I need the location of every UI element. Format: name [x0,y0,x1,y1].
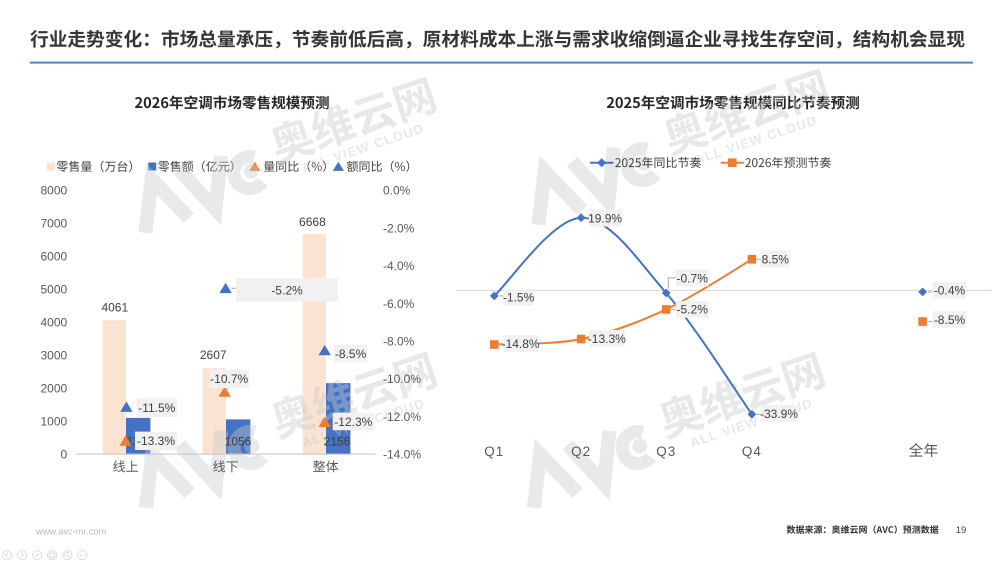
svg-text:-14.0%: -14.0% [383,448,421,462]
svg-text:-8.0%: -8.0% [383,335,415,349]
svg-text:4000: 4000 [40,316,67,330]
svg-text:6668: 6668 [299,215,326,229]
svg-text:-8.5%: -8.5% [335,347,367,361]
svg-text:0: 0 [61,448,68,462]
svg-text:19.9%: 19.9% [588,212,622,226]
svg-text:-8.5%: -8.5% [934,313,966,327]
svg-text:1000: 1000 [40,415,67,429]
svg-text:-14.8%: -14.8% [502,337,540,351]
svg-text:-10.7%: -10.7% [210,372,248,386]
svg-text:-0.7%: -0.7% [677,271,709,285]
svg-text:-5.2%: -5.2% [271,283,303,297]
svg-text:8.5%: 8.5% [762,252,790,266]
svg-text:-5.2%: -5.2% [677,303,709,317]
svg-text:7000: 7000 [40,217,67,231]
svg-text:2000: 2000 [40,382,67,396]
svg-text:6000: 6000 [40,250,67,264]
svg-text:-1.5%: -1.5% [503,291,535,305]
svg-text:5000: 5000 [40,283,67,297]
svg-text:8000: 8000 [40,184,67,198]
svg-text:1056: 1056 [225,434,252,448]
svg-text:-13.3%: -13.3% [588,332,626,346]
svg-text:Q2: Q2 [571,444,591,459]
svg-text:-11.5%: -11.5% [138,401,175,415]
svg-text:-0.4%: -0.4% [934,284,966,298]
svg-text:-4.0%: -4.0% [383,259,415,273]
svg-text:-33.9%: -33.9% [760,407,798,421]
svg-text:Q1: Q1 [484,444,504,459]
svg-text:-12.3%: -12.3% [334,415,372,429]
svg-text:-12.0%: -12.0% [383,410,421,424]
svg-text:4061: 4061 [101,300,128,314]
svg-text:2156: 2156 [324,434,351,448]
svg-text:-10.0%: -10.0% [383,372,421,386]
svg-text:2607: 2607 [200,348,227,362]
svg-text:-2.0%: -2.0% [383,221,415,235]
svg-text:0.0%: 0.0% [383,184,411,198]
svg-text:www.avc-mr.com: www.avc-mr.com [35,527,107,537]
svg-text:3000: 3000 [40,349,67,363]
svg-text:-13.3%: -13.3% [137,434,175,448]
svg-text:Q3: Q3 [656,444,676,459]
svg-text:19: 19 [956,525,967,536]
svg-text:Q4: Q4 [742,444,762,459]
svg-text:-6.0%: -6.0% [383,297,415,311]
